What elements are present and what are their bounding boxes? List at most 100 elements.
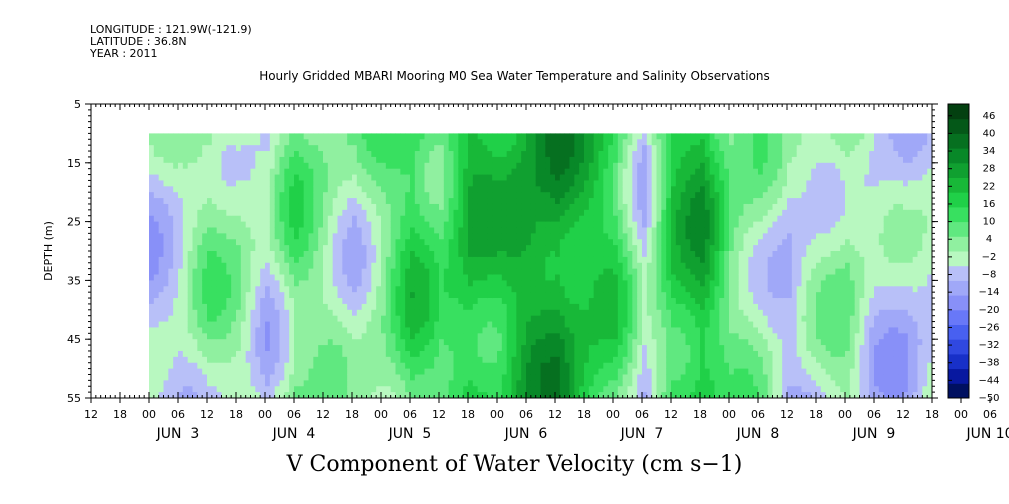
heatmap-cell — [661, 139, 667, 146]
heatmap-cell — [352, 315, 358, 322]
heatmap-cell — [646, 321, 653, 328]
heatmap-cell — [414, 356, 421, 364]
heatmap-cell — [637, 368, 643, 375]
heatmap-cell — [371, 215, 377, 222]
heatmap-cell — [395, 327, 401, 334]
heatmap-cell — [313, 215, 319, 222]
heatmap-cell — [395, 233, 401, 240]
heatmap-cell — [661, 327, 667, 334]
heatmap-cell — [231, 333, 237, 340]
heatmap-cell — [173, 256, 179, 264]
heatmap-cell — [671, 315, 677, 322]
heatmap-cell — [390, 262, 396, 270]
heatmap-cell — [622, 133, 628, 140]
heatmap-cell — [458, 174, 464, 181]
heatmap-cell — [482, 133, 488, 140]
heatmap-cell — [680, 321, 686, 328]
heatmap-cell — [274, 321, 280, 328]
heatmap-cell — [656, 168, 662, 175]
heatmap-cell — [173, 339, 179, 346]
heatmap-cell — [637, 215, 643, 222]
heatmap-cell — [163, 321, 169, 328]
heatmap-cell — [555, 209, 561, 217]
heatmap-cell — [274, 339, 280, 346]
heatmap-cell — [598, 327, 604, 334]
heatmap-cell — [555, 380, 561, 387]
heatmap-cell — [424, 209, 430, 217]
heatmap-cell — [603, 156, 609, 164]
heatmap-cell — [680, 245, 686, 252]
heatmap-cell — [555, 350, 561, 358]
heatmap-cell — [250, 392, 256, 398]
heatmap-cell — [468, 151, 474, 158]
heatmap-cell — [260, 356, 266, 364]
heatmap-cell — [593, 151, 599, 158]
heatmap-cell — [385, 386, 392, 393]
heatmap-cell — [564, 362, 570, 369]
heatmap-cell — [149, 221, 155, 228]
heatmap-cell — [352, 256, 358, 264]
heatmap-cell — [598, 256, 604, 264]
heatmap-cell — [477, 156, 483, 164]
heatmap-cell — [434, 315, 440, 322]
heatmap-cell — [255, 239, 261, 246]
heatmap-cell — [410, 256, 416, 264]
heatmap-cell — [472, 380, 479, 387]
heatmap-cell — [588, 180, 595, 187]
heatmap-cell — [347, 309, 353, 317]
heatmap-cell — [661, 133, 667, 140]
heatmap-cell — [622, 186, 628, 193]
heatmap-cell — [598, 268, 604, 275]
heatmap-cell — [472, 239, 479, 246]
heatmap-cell — [274, 298, 280, 305]
heatmap-cell — [439, 380, 445, 387]
heatmap-cell — [603, 356, 609, 364]
heatmap-cell — [579, 192, 585, 199]
heatmap-cell — [347, 180, 353, 187]
heatmap-cell — [405, 139, 411, 146]
heatmap-cell — [613, 392, 619, 398]
heatmap-cell — [656, 245, 662, 252]
heatmap-cell — [429, 151, 435, 158]
heatmap-cell — [149, 298, 155, 305]
heatmap-cell — [472, 368, 479, 375]
heatmap-cell — [240, 209, 247, 217]
heatmap-cell — [661, 251, 667, 258]
heatmap-cell — [501, 327, 508, 334]
heatmap-cell — [182, 356, 189, 364]
heatmap-cell — [555, 139, 561, 146]
heatmap-cell — [511, 133, 517, 140]
heatmap-cell — [501, 292, 508, 299]
heatmap-cell — [163, 333, 169, 340]
heatmap-cell — [453, 215, 459, 222]
heatmap-cell — [153, 368, 160, 375]
heatmap-cell — [284, 162, 290, 170]
heatmap-cell — [371, 303, 377, 311]
heatmap-cell — [622, 356, 628, 364]
heatmap-cell — [173, 333, 179, 340]
heatmap-cell — [434, 286, 440, 293]
heatmap-cell — [569, 327, 575, 334]
heatmap-cell — [211, 280, 218, 287]
heatmap-cell — [463, 262, 469, 270]
heatmap-cell — [385, 139, 392, 146]
heatmap-cell — [352, 209, 358, 217]
heatmap-cell — [555, 345, 561, 352]
heatmap-cell — [501, 203, 508, 211]
heatmap-cell — [352, 262, 358, 270]
heatmap-cell — [637, 151, 643, 158]
heatmap-cell — [559, 350, 566, 358]
heatmap-cell — [385, 245, 392, 252]
heatmap-cell — [521, 350, 527, 358]
heatmap-cell — [453, 292, 459, 299]
heatmap-cell — [163, 262, 169, 270]
heatmap-cell — [313, 198, 319, 205]
heatmap-cell — [211, 303, 218, 311]
heatmap-cell — [289, 180, 295, 187]
heatmap-cell — [613, 368, 619, 375]
heatmap-cell — [434, 309, 440, 317]
heatmap-cell — [492, 386, 498, 393]
heatmap-cell — [497, 239, 503, 246]
heatmap-cell — [526, 292, 532, 299]
heatmap-cell — [419, 374, 425, 381]
